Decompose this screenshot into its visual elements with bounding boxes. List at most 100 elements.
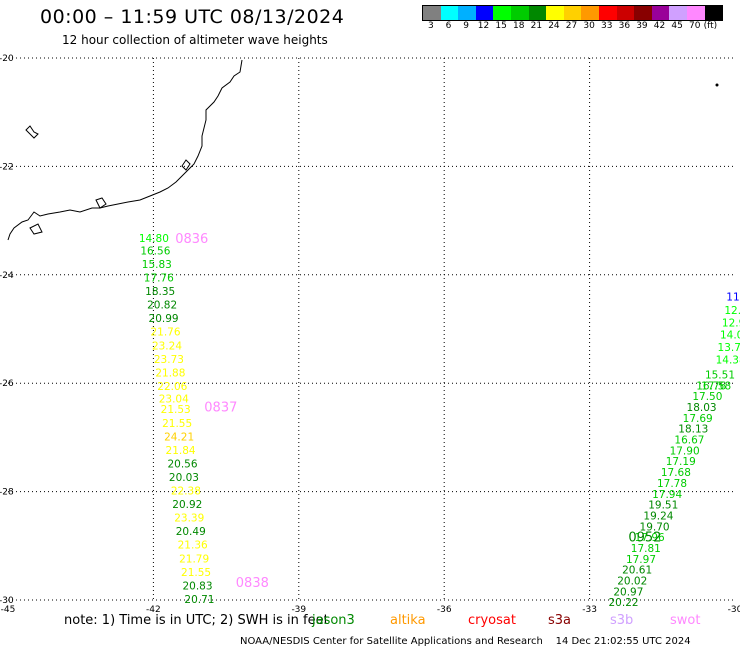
x-tick-label: -36 — [437, 605, 452, 615]
wave-height-value: 17.69 — [683, 413, 713, 425]
wave-height-value: 20.83 — [182, 580, 212, 592]
legend-label: 45 — [671, 21, 683, 31]
legend-swatch — [598, 6, 617, 20]
wave-height-value: 22.06 — [157, 381, 187, 393]
wave-height-value: 17.97 — [626, 554, 656, 566]
wave-height-value: 17.90 — [670, 445, 700, 457]
wave-height-value: 20.92 — [172, 499, 202, 511]
legend-swatch — [616, 6, 635, 20]
coastline-path — [95, 197, 107, 209]
credit-line: NOAA/NESDIS Center for Satellite Applica… — [240, 636, 691, 647]
wave-height-value: 20.22 — [609, 597, 639, 609]
coastline-path — [29, 223, 43, 235]
y-tick-label: -20 — [0, 54, 14, 64]
legend-label: 70 — [689, 21, 701, 31]
wave-height-value: 17.94 — [652, 489, 682, 501]
wave-height-value: 13.77 — [718, 342, 740, 354]
legend-swatch — [493, 6, 511, 20]
page-title: 00:00 – 11:59 UTC 08/13/2024 — [40, 6, 345, 28]
wave-height-value: 21.53 — [161, 404, 191, 416]
x-tick-label: -39 — [291, 605, 306, 615]
wave-height-value: 21.88 — [155, 367, 185, 379]
wave-height-value: 17.81 — [631, 543, 661, 555]
legend-label: 24 — [548, 21, 560, 31]
legend-swatch — [475, 6, 494, 20]
wave-height-value: 15.83 — [142, 259, 172, 271]
wave-height-value: 23.39 — [174, 513, 204, 525]
legend-label: 12 — [477, 21, 490, 31]
wave-height-value: 20.56 — [167, 458, 197, 470]
legend-swatch — [581, 6, 599, 20]
wave-height-value: 17.19 — [666, 456, 696, 468]
grid-lines — [8, 57, 735, 601]
satellite-name: swot — [670, 613, 701, 628]
satellite-name: s3b — [610, 613, 634, 628]
wave-height-value: 16.67 — [674, 435, 704, 447]
wave-height-value: 17.96 — [635, 532, 665, 544]
legend-swatch — [546, 6, 564, 20]
time-label: 0836 — [175, 232, 208, 247]
x-tick-label: -45 — [1, 605, 16, 615]
wave-height-value: 19.51 — [648, 500, 678, 512]
wave-height-value: 11 — [726, 291, 739, 303]
wave-height-value: 20.97 — [613, 586, 643, 598]
y-tick-label: -22 — [0, 162, 14, 172]
legend-swatch — [440, 6, 459, 20]
wave-height-value: 14.0 — [720, 329, 740, 341]
wave-height-value: 21.79 — [179, 553, 209, 565]
wave-height-value: 18.13 — [678, 424, 708, 436]
legend-swatch — [510, 6, 529, 20]
wave-height-value: 17.76 — [144, 273, 174, 285]
legend-label: 39 — [636, 21, 648, 31]
legend-label: 36 — [618, 21, 631, 31]
wave-height-value: 15.51 — [705, 370, 735, 382]
wave-height-value: 21.55 — [181, 567, 211, 579]
wave-height-value: 23.73 — [154, 354, 184, 366]
y-tick-label: -30 — [0, 596, 14, 606]
x-tick-label: -42 — [146, 605, 161, 615]
legend-swatch — [563, 6, 582, 20]
color-legend — [422, 5, 724, 21]
wave-height-value: 20.02 — [617, 575, 647, 587]
legend-swatch — [651, 6, 670, 20]
footnote: note: 1) Time is in UTC; 2) SWH is in fe… — [64, 613, 329, 628]
wave-height-value: 21.76 — [150, 327, 180, 339]
color-legend-labels: 3 6 9 12 15 18 21 24 27 30 33 36 39 42 45 70 (ft) — [422, 21, 740, 33]
wave-height-value: 14.38 — [716, 354, 740, 366]
time-label: 0837 — [204, 401, 237, 416]
legend-swatch — [634, 6, 652, 20]
legend-label: 30 — [583, 21, 595, 31]
wave-height-value: 14.80 — [139, 233, 169, 245]
legend-label: 18 — [513, 21, 525, 31]
wave-height-value: 22.38 — [171, 486, 201, 498]
wave-height-value: 21.55 — [162, 418, 192, 430]
wave-height-value: 20.82 — [147, 300, 177, 312]
y-tick-label: -28 — [0, 488, 14, 498]
legend-label: 3 — [428, 21, 434, 31]
wave-height-value: 18.03 — [687, 402, 717, 414]
axis-labels: -45 -42 -39 -36 -33 -30 -20 -22 -24 -26 -28 -30 — [0, 54, 740, 615]
x-tick-label: -33 — [582, 605, 597, 615]
island-dot — [715, 83, 719, 87]
wave-height-value: 20.61 — [622, 565, 652, 577]
legend-swatch — [528, 6, 547, 20]
legend-swatch — [686, 6, 705, 20]
legend-label: 9 — [463, 21, 469, 31]
legend-label: 33 — [601, 21, 613, 31]
legend-swatch — [669, 6, 687, 20]
wave-height-value: 16.76 — [696, 380, 726, 392]
x-tick-label: -30 — [728, 605, 740, 615]
wave-height-value: 23.24 — [152, 340, 182, 352]
island-path — [25, 125, 39, 139]
wave-height-value: 19.24 — [643, 510, 673, 522]
time-label: 0838 — [236, 576, 269, 591]
coastline-path — [181, 159, 191, 171]
wave-height-value: 18.35 — [145, 286, 175, 298]
coastline-path — [7, 59, 243, 241]
wave-height-value: 20.99 — [149, 313, 179, 325]
legend-label: 6 — [445, 21, 452, 31]
coastline — [7, 59, 719, 241]
wave-height-value: 21.36 — [178, 540, 208, 552]
legend-label: 21 — [530, 21, 543, 31]
wave-height-value: 19.70 — [640, 521, 670, 533]
